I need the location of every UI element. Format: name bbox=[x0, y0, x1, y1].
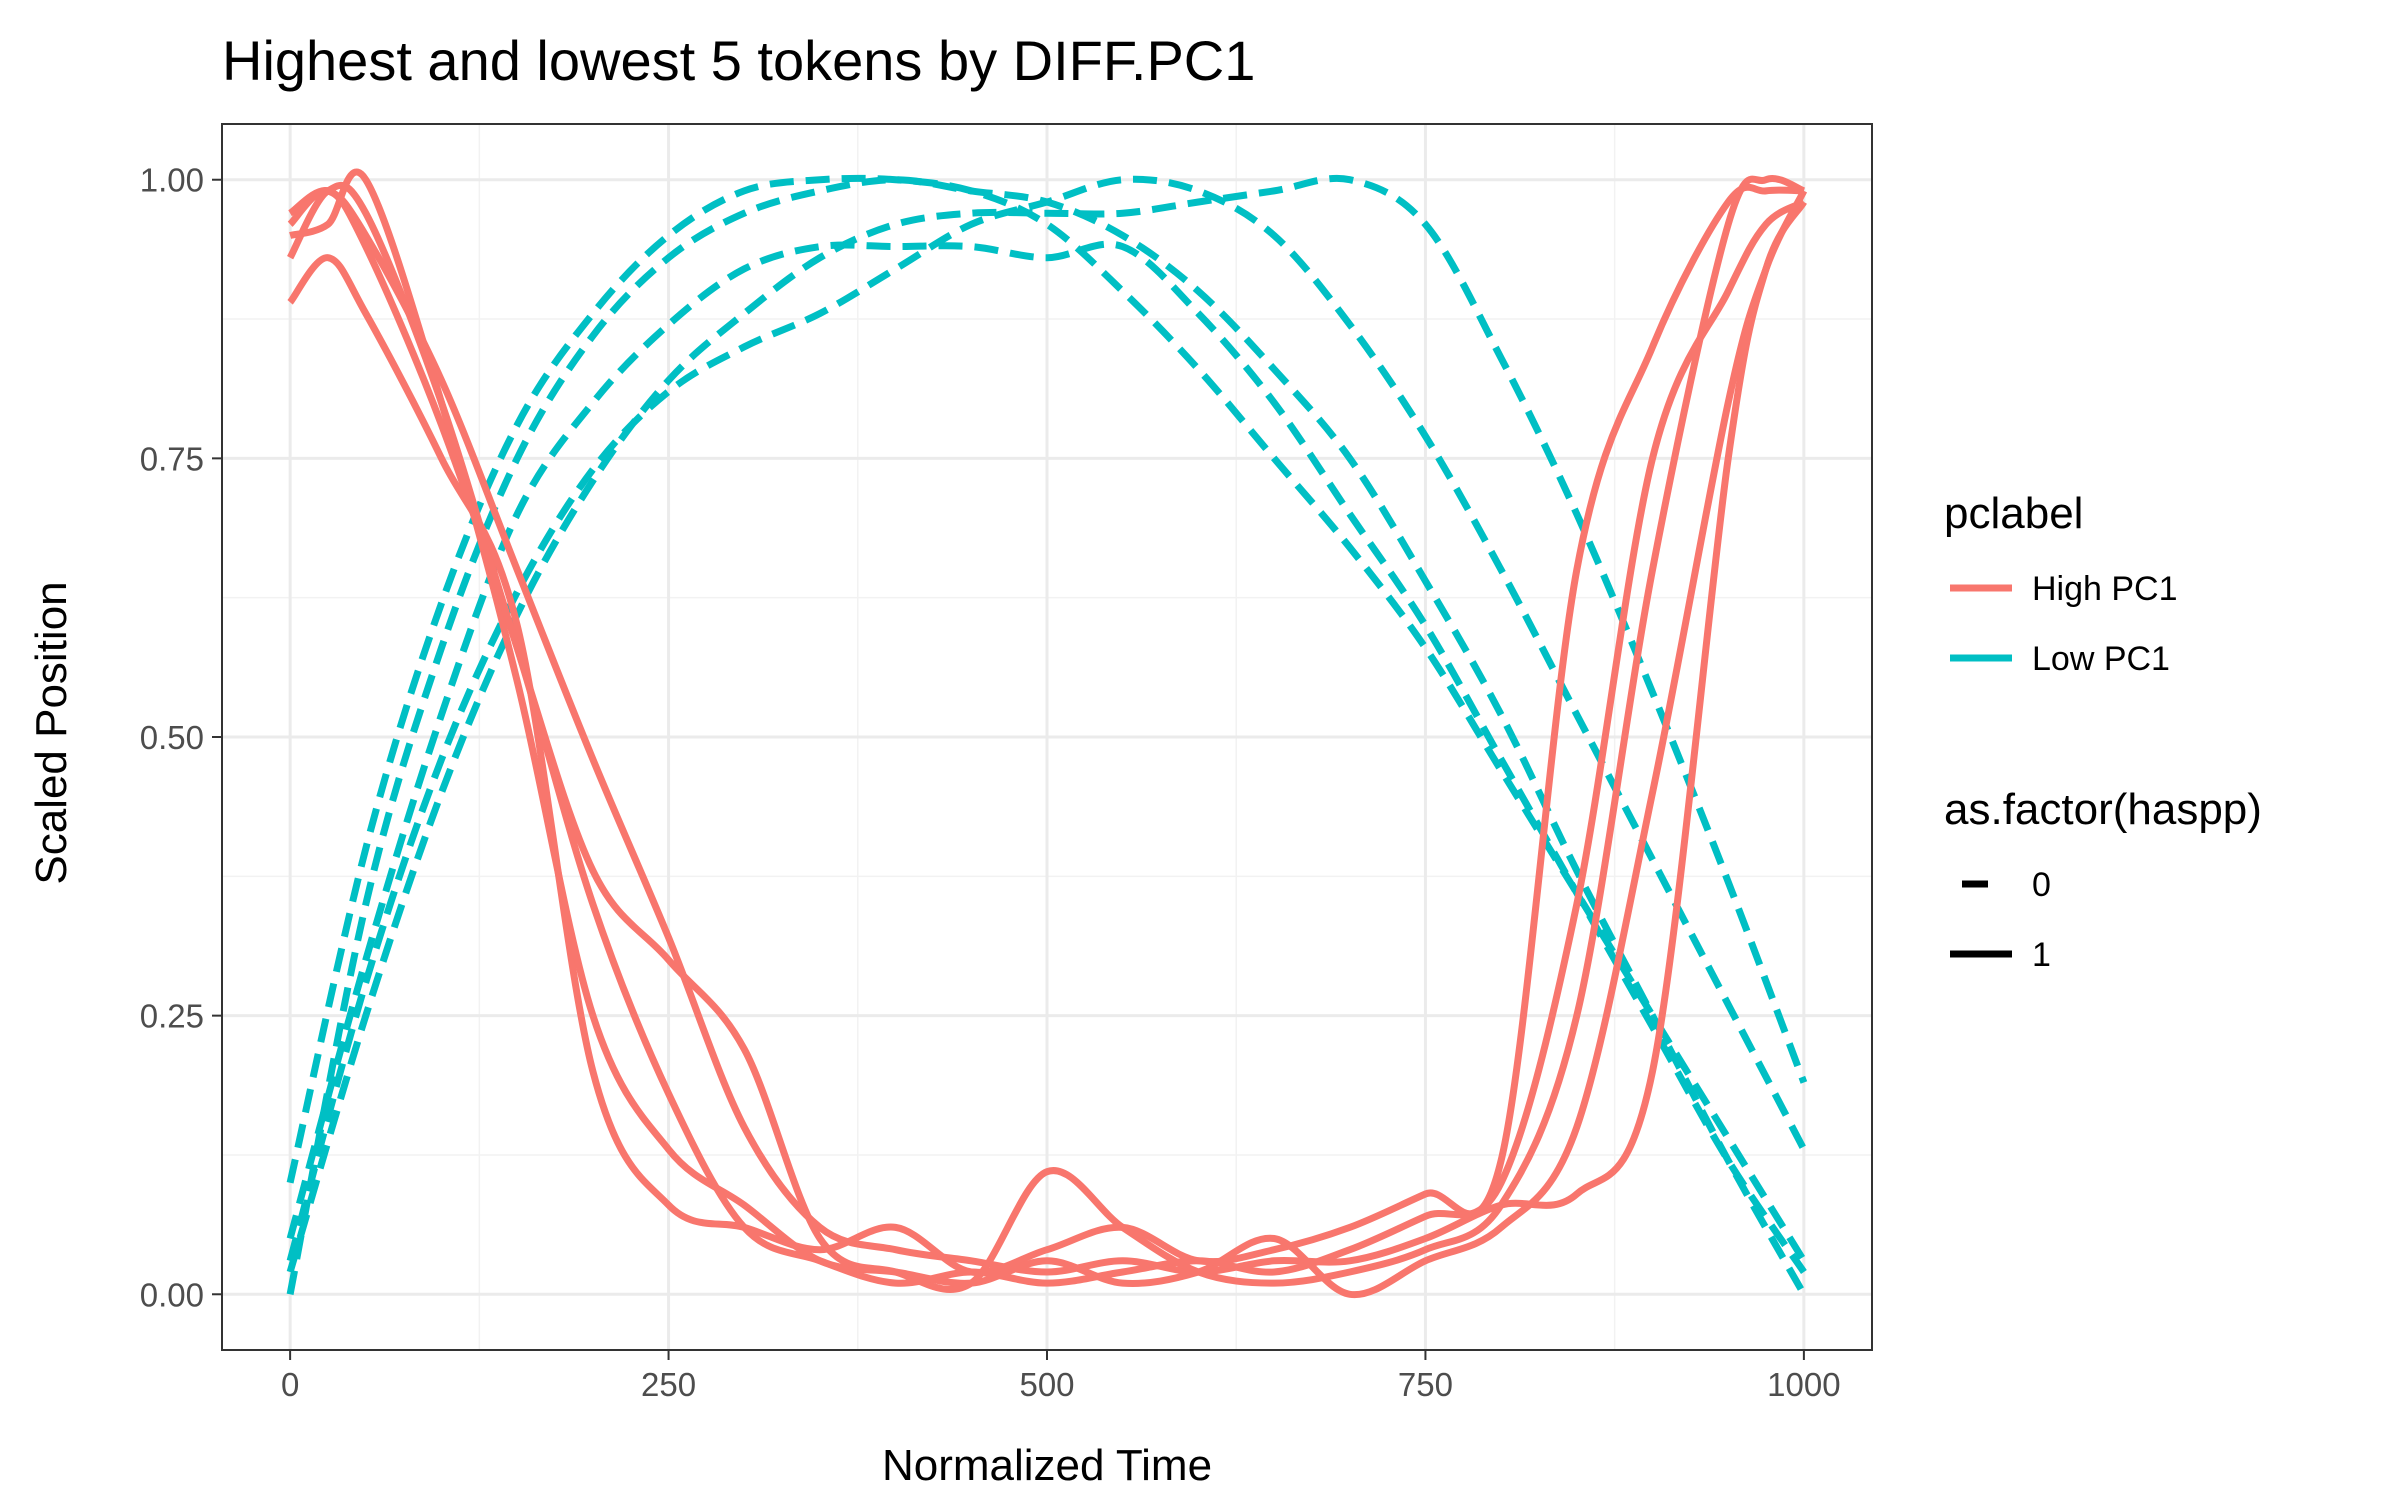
x-tick-label: 500 bbox=[1019, 1366, 1074, 1403]
legend-label: High PC1 bbox=[2032, 570, 2178, 608]
x-tick-label: 750 bbox=[1398, 1366, 1453, 1403]
y-tick-label: 1.00 bbox=[140, 162, 204, 199]
chart-title: Highest and lowest 5 tokens by DIFF.PC1 bbox=[222, 29, 1255, 92]
series-line-low-pc1 bbox=[286, 175, 1808, 1262]
series-line-high-pc1 bbox=[288, 187, 1807, 1276]
legend-label: 0 bbox=[2032, 866, 2051, 904]
legend-title-haspp: as.factor(haspp) bbox=[1944, 785, 2262, 834]
legend-title-pclabel: pclabel bbox=[1944, 489, 2083, 538]
legend: pclabel High PC1 Low PC1 as.factor(haspp) 0 1 bbox=[1944, 489, 2262, 974]
y-tick-label: 0.75 bbox=[140, 440, 204, 477]
y-tick-label: 0.50 bbox=[140, 719, 204, 756]
x-tick-label: 250 bbox=[641, 1366, 696, 1403]
legend-label: Low PC1 bbox=[2032, 640, 2170, 678]
series-line-high-pc1 bbox=[287, 187, 1806, 1287]
y-axis-ticks: 0.00 0.25 0.50 0.75 1.00 bbox=[140, 162, 222, 1313]
y-tick-label: 0.00 bbox=[140, 1276, 204, 1313]
series-line-low-pc1 bbox=[286, 240, 1807, 1274]
x-axis-title: Normalized Time bbox=[882, 1441, 1212, 1490]
series-line-high-pc1 bbox=[287, 183, 1804, 1276]
series-lines bbox=[286, 168, 1808, 1299]
legend-label: 1 bbox=[2032, 936, 2051, 974]
y-tick-label: 0.25 bbox=[140, 998, 204, 1035]
x-axis-ticks: 0 250 500 750 1000 bbox=[281, 1350, 1841, 1403]
y-axis-title: Scaled Position bbox=[27, 581, 76, 884]
series-line-low-pc1 bbox=[286, 174, 1808, 1273]
x-tick-label: 0 bbox=[281, 1366, 299, 1403]
x-tick-label: 1000 bbox=[1767, 1366, 1840, 1403]
